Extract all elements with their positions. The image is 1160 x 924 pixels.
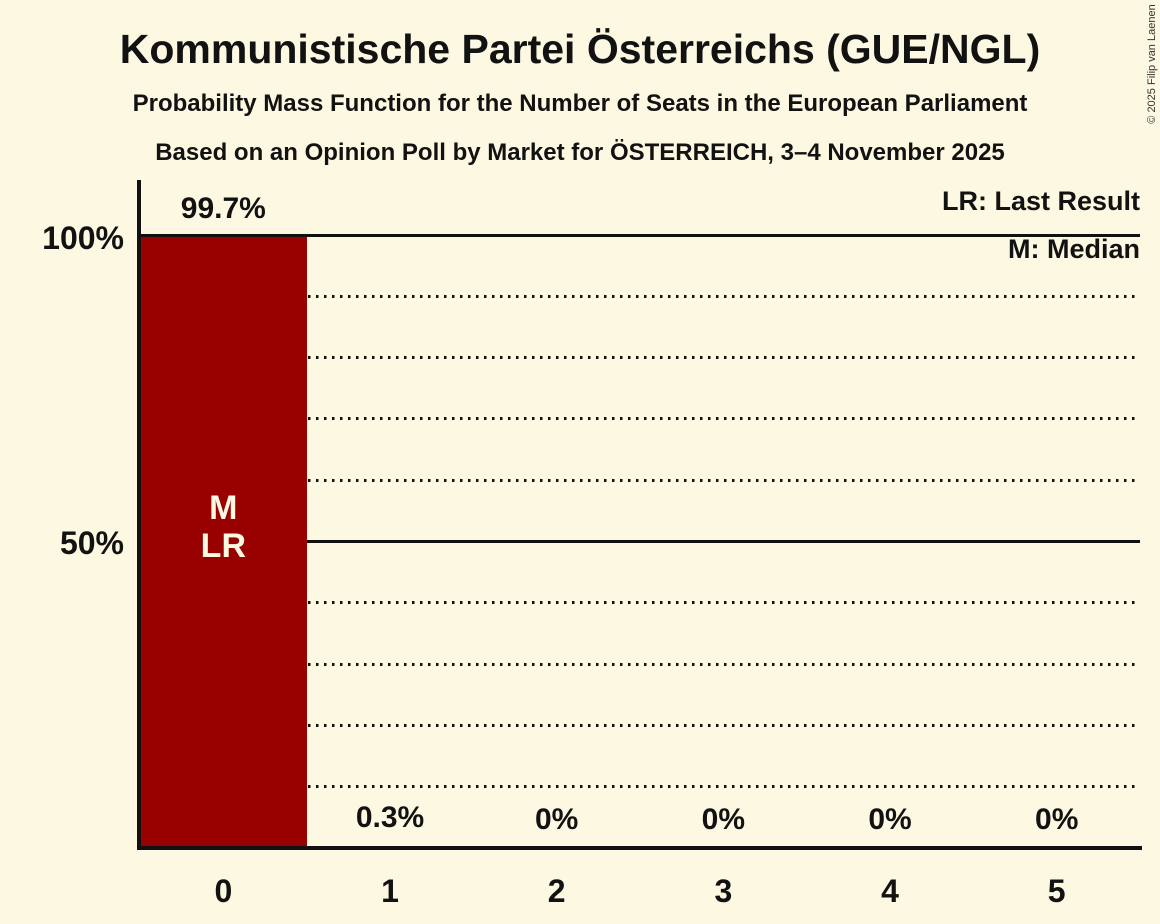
- value-label-seats-2: 0%: [535, 803, 579, 836]
- column-seats-1: 0.3% 1: [306, 235, 474, 909]
- chart-subtitle: Probability Mass Function for the Number…: [132, 90, 1028, 117]
- column-seats-2: 0% 2: [473, 235, 640, 909]
- x-axis-line: [137, 846, 1142, 850]
- columns: M LR 99.7% 0 0.3% 1 0% 2 0% 3 0% 4 0% 5: [140, 192, 1140, 909]
- x-tick-label-0: 0: [214, 873, 233, 909]
- y-axis-label-100: 100%: [42, 220, 124, 256]
- chart-source-line: Based on an Opinion Poll by Market for Ö…: [155, 139, 1005, 166]
- x-tick-label-5: 5: [1047, 873, 1066, 909]
- plot-area: M LR 99.7% 0 0.3% 1 0% 2 0% 3 0% 4 0% 5: [140, 192, 1140, 909]
- gridline-dotted-40: [140, 601, 1140, 605]
- column-seats-4: 0% 4: [807, 235, 974, 909]
- column-seats-5: 0% 5: [973, 235, 1140, 909]
- copyright-notice: © 2025 Filip van Laenen: [1146, 4, 1158, 124]
- gridline-dotted-80: [140, 356, 1140, 360]
- bar-seats-0: M LR: [140, 236, 307, 848]
- chart-title: Kommunistische Partei Österreichs (GUE/N…: [119, 26, 1041, 72]
- bar-annotation-median-lastresult: M LR: [200, 488, 246, 565]
- value-label-seats-0: 99.7%: [180, 191, 266, 225]
- gridline-dotted-70: [140, 417, 1140, 421]
- gridline-dotted-60: [140, 478, 1140, 482]
- y-axis-label-50: 50%: [59, 525, 124, 561]
- gridline-dotted-10: [140, 785, 1140, 789]
- y-axis-line: [137, 180, 141, 850]
- value-label-seats-5: 0%: [1035, 803, 1079, 836]
- legend-median: M: Median: [1008, 234, 1140, 264]
- value-label-seats-3: 0%: [701, 803, 746, 836]
- value-label-seats-1: 0.3%: [355, 801, 425, 835]
- x-tick-label-2: 2: [547, 873, 566, 909]
- gridline-dotted-90: [140, 294, 1140, 298]
- gridline-dotted-20: [140, 723, 1140, 727]
- value-label-seats-4: 0%: [868, 803, 912, 836]
- x-tick-label-1: 1: [381, 873, 399, 909]
- gridline-solid-50: [140, 540, 1140, 543]
- x-tick-label-3: 3: [714, 873, 733, 909]
- x-tick-label-4: 4: [881, 873, 899, 909]
- column-seats-3: 0% 3: [640, 235, 807, 909]
- gridline-solid-100: [140, 233, 1140, 237]
- column-seats-0: M LR 99.7% 0: [140, 192, 307, 909]
- legend-last-result: LR: Last Result: [941, 186, 1140, 216]
- gridline-dotted-30: [140, 662, 1140, 666]
